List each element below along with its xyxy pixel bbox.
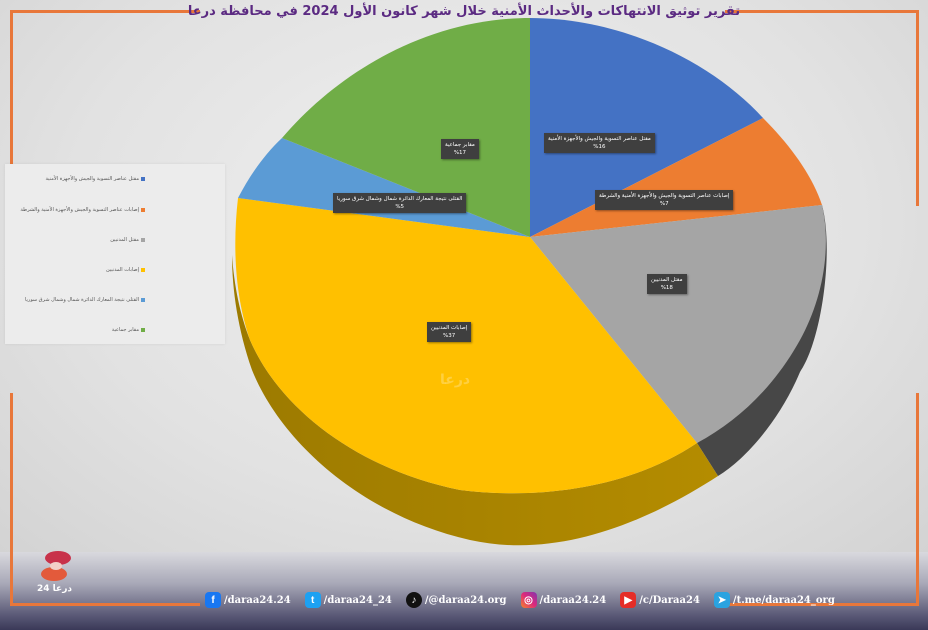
legend-swatch-blue — [141, 177, 145, 181]
legend-item[interactable]: القتلى نتيجة المعارك الدائرة شمال وشمال … — [25, 297, 145, 303]
legend-item[interactable]: إصابات عناصر التسوية والجيش والأجهزة الأ… — [20, 207, 145, 213]
frame-bottom-left-h — [10, 603, 200, 606]
data-label-orange: إصابات عناصر التسوية والجيش والأجهزة الأ… — [595, 190, 734, 210]
frame-bottom-right-v — [916, 393, 919, 606]
data-label-pct: %37 — [443, 333, 456, 339]
twitter-icon: t — [304, 592, 321, 608]
social-instagram[interactable]: ◎ /daraa24.24 — [520, 592, 607, 608]
legend-swatch-orange — [141, 208, 145, 212]
social-tiktok[interactable]: ♪ /@daraa24.org — [405, 592, 507, 608]
social-telegram[interactable]: ➤ /t.me/daraa24_org — [713, 592, 835, 608]
watermark: درعا — [440, 372, 471, 388]
legend-item[interactable]: مقابر جماعية — [112, 327, 145, 333]
data-label-green: مقابر جماعية %17 — [441, 139, 479, 159]
data-label-yellow: إصابات المدنيين %37 — [427, 322, 472, 342]
legend-swatch-gray — [141, 238, 145, 242]
chart-legend: مقتل عناصر التسوية والجيش والأجهزة الأمن… — [5, 164, 225, 344]
legend-label: القتلى نتيجة المعارك الدائرة شمال وشمال … — [24, 297, 139, 303]
data-label-name: مقتل المدنيين — [651, 277, 683, 283]
pie-slice-yellow[interactable] — [235, 198, 698, 494]
youtube-icon: ▶ — [620, 592, 637, 608]
social-label: /daraa24.24 — [224, 594, 291, 606]
footer-band — [0, 552, 928, 630]
data-label-pct: %16 — [593, 144, 606, 150]
data-label-name: إصابات عناصر التسوية والجيش والأجهزة الأ… — [599, 193, 730, 199]
social-youtube[interactable]: ▶ /c/Daraa24 — [620, 592, 700, 608]
facebook-icon: f — [205, 592, 221, 608]
social-twitter[interactable]: t /daraa24_24 — [304, 592, 392, 608]
telegram-icon: ➤ — [713, 592, 730, 608]
frame-top-right-h — [725, 10, 919, 13]
daraa24-logo-icon — [41, 551, 71, 581]
data-label-pct: %5 — [395, 204, 405, 210]
legend-swatch-lightblue — [141, 298, 145, 302]
social-label: /c/Daraa24 — [639, 594, 700, 606]
legend-item[interactable]: مقتل عناصر التسوية والجيش والأجهزة الأمن… — [45, 176, 145, 182]
legend-label: إصابات عناصر التسوية والجيش والأجهزة الأ… — [20, 207, 139, 213]
tiktok-icon: ♪ — [405, 592, 422, 608]
data-label-pct: %7 — [659, 201, 669, 207]
legend-label: مقابر جماعية — [111, 327, 139, 333]
social-label: /daraa24_24 — [323, 594, 392, 606]
social-label: /daraa24.24 — [539, 594, 607, 606]
data-label-name: إصابات المدنيين — [431, 325, 468, 331]
social-links: f /daraa24.24 t /daraa24_24 ♪ /@daraa24.… — [205, 592, 835, 608]
legend-swatch-green — [141, 328, 145, 332]
legend-swatch-yellow — [141, 268, 145, 272]
data-label-gray: مقتل المدنيين %18 — [647, 274, 687, 294]
frame-top-left-h — [10, 10, 200, 13]
legend-item[interactable]: إصابات المدنيين — [106, 267, 145, 273]
legend-label: مقتل المدنيين — [110, 237, 139, 243]
data-label-blue: مقتل عناصر التسوية والجيش والأجهزة الأمن… — [544, 133, 655, 153]
frame-top-left-v — [10, 10, 13, 206]
frame-bottom-left-v — [10, 393, 13, 606]
logo-text: 24 درعا — [37, 584, 72, 594]
legend-label: مقتل عناصر التسوية والجيش والأجهزة الأمن… — [45, 176, 140, 182]
data-label-name: القتلى نتيجة المعارك الدائرة شمال وشمال … — [337, 196, 463, 202]
social-facebook[interactable]: f /daraa24.24 — [205, 592, 291, 608]
pie-side-yellow — [232, 255, 718, 546]
frame-top-right-v — [916, 10, 919, 206]
legend-item[interactable]: مقتل المدنيين — [110, 237, 145, 243]
data-label-pct: %18 — [660, 285, 673, 291]
pie-side-gray — [697, 205, 827, 476]
pie-slice-gray[interactable] — [530, 205, 826, 443]
data-label-pct: %17 — [453, 150, 467, 156]
chart-title: تقرير توثيق الانتهاكات والأحداث الأمنية … — [187, 4, 741, 19]
instagram-icon: ◎ — [520, 592, 537, 608]
pie-slice-blue[interactable] — [530, 18, 763, 237]
data-label-name: مقتل عناصر التسوية والجيش والأجهزة الأمن… — [548, 136, 651, 142]
data-label-lightblue: القتلى نتيجة المعارك الدائرة شمال وشمال … — [333, 193, 467, 213]
social-label: /t.me/daraa24_org — [732, 594, 835, 606]
legend-label: إصابات المدنيين — [105, 267, 139, 273]
data-label-name: مقابر جماعية — [445, 142, 475, 148]
frame-bottom-right-h — [727, 603, 919, 606]
social-label: /@daraa24.org — [424, 594, 507, 606]
pie-slice-green[interactable] — [282, 18, 530, 237]
